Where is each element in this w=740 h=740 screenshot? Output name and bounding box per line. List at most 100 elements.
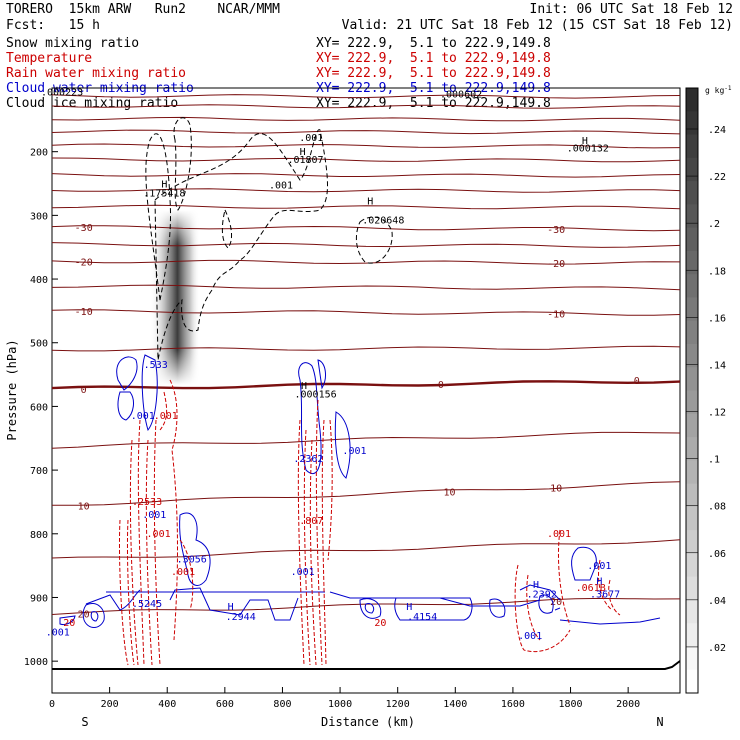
contour-label-6: H [367,197,373,208]
colorbar-swatch-0 [686,88,698,112]
isotherm-label-1-1: -20 [547,259,565,270]
field-name-cloud-ice: Cloud ice mixing ratio [6,96,178,111]
isotherm-line-mid-1 [51,284,681,291]
contour-label-14: .533 [144,360,168,371]
colorbar-swatch-19 [686,530,698,554]
colorbar-tick-label-5: .12 [708,408,726,419]
colorbar-tick-label-9: .2 [708,219,720,230]
isotherm-label-3-1: 0 [438,380,444,391]
colorbar-swatch-11 [686,343,698,368]
isotherm-line-upper-5 [51,157,681,163]
x-tick-label-2: 400 [158,699,176,710]
contour-label-22: .3056 [177,554,207,565]
colorbar-swatch-18 [686,506,698,531]
isotherm-line-mid-2 [51,345,681,352]
x-end-label-right: N [656,715,663,729]
colorbar-tick-label-4: .1 [708,455,720,466]
y-tick-label-0: 200 [30,148,48,159]
field-xy-temperature: XY= 222.9, 5.1 to 222.9,149.8 [316,51,551,66]
isotherm-label-4-0: 10 [78,501,90,512]
contour-label-4: H [161,179,167,190]
field-name-rain: Rain water mixing ratio [6,66,186,81]
isotherm-label-4-2: 10 [444,487,456,498]
colorbar-tick-label-2: .06 [708,549,726,560]
x-tick-label-4: 800 [273,699,291,710]
rain-water-contours [118,379,621,666]
colorbar-swatch-4 [686,181,698,205]
y-tick-label-2: 400 [30,275,48,286]
isotherm-line-mid-0 [51,242,681,248]
contour-label-2: .01807 [287,155,323,166]
colorbar-tick-label-0: .02 [708,643,726,654]
contour-label-13: .000156 [295,390,337,401]
isotherm-label-0-1: -30 [547,225,565,236]
colorbar-swatch-21 [686,576,698,601]
contour-label-41: 20 [374,618,386,629]
y-tick-label-5: 700 [30,466,48,477]
isotherm-line-upper-4 [51,143,681,149]
contour-label-19: .2533 [132,497,162,508]
y-axis-label: Pressure (hPa) [5,339,19,440]
colorbar-swatch-5 [686,204,698,229]
contour-label-12: H [301,381,307,392]
x-end-label-left: S [81,715,88,729]
contour-label-37: .001 [587,561,611,572]
colorbar-swatch-2 [686,134,698,159]
contour-label-26: .5245 [132,599,162,610]
x-axis-ticks: 0 200 400 600 800 1000 1200 1400 1600 1800 2000 [49,687,640,710]
field-xy-snow: XY= 222.9, 5.1 to 222.9,149.8 [316,36,551,51]
contour-label-24: .807 [299,516,323,527]
snow-shading [150,210,200,385]
plot-frame [51,87,681,694]
colorbar-tick-label-6: .14 [708,360,726,371]
x-axis-label: Distance (km) [321,715,415,729]
cloud-water-contours [59,354,661,628]
isotherm-line-upper-7 [51,188,681,193]
colorbar-swatch-25 [686,669,698,694]
contour-label-20: .001 [142,510,166,521]
contour-label-23: .001 [171,567,195,578]
colorbar-swatch-22 [686,599,698,624]
contour-label-28: .2944 [226,612,256,623]
isotherm-line-upper-6 [51,173,681,178]
contour-label-38: .001 [518,631,542,642]
isotherm-line-main-4 [52,481,681,506]
contour-label-5: .175418 [143,188,185,199]
contour-label-39: .001 [46,628,70,639]
colorbar-frame [685,87,699,694]
colorbar-swatch-24 [686,646,698,671]
isotherm-line-main-2 [51,309,681,316]
contour-label-25: .001 [291,567,315,578]
contour-label-3: .001 [269,181,293,192]
contour-label-21: .001 [147,529,171,540]
isotherm-line-upper-2 [51,116,681,122]
colorbar-swatch-1 [686,111,698,136]
colorbar: .02 .04 .06 .08 .1 .12 .14 .16 .18 .2 .22 .24 [685,87,726,694]
isotherm-label-4-1: 10 [550,484,562,495]
isotherm-label-3-0: 0 [81,385,87,396]
y-tick-label-4: 600 [30,402,48,413]
contour-label-17: .2362 [293,454,323,465]
y-tick-label-8: 1000 [24,657,48,668]
colorbar-swatch-23 [686,623,698,647]
isotherm-line-upper-3 [51,129,681,135]
header-right-line1: Init: 06 UTC Sat 18 Feb 12 [530,2,734,17]
header-right-line2: Valid: 21 UTC Sat 18 Feb 12 (15 CST Sat … [342,18,733,33]
isotherm-line-main-1 [51,259,681,265]
y-tick-label-7: 900 [30,593,48,604]
y-tick-label-1: 300 [30,211,48,222]
colorbar-tick-label-1: .04 [708,596,726,607]
y-axis-ticks: 200 300 400 500 600 700 800 900 1000 [24,148,58,668]
field-name-temperature: Temperature [6,51,92,66]
contour-label-35: H [596,577,602,588]
colorbar-tick-label-3: .08 [708,502,726,513]
y-tick-label-6: 800 [30,530,48,541]
colorbar-swatch-7 [686,250,698,275]
colorbar-swatch-3 [686,157,698,182]
contour-label-36: .3677 [590,589,620,600]
x-tick-label-10: 2000 [616,699,640,710]
isotherm-label-2-1: -10 [547,310,565,321]
field-name-snow: Snow mixing ratio [6,36,139,51]
